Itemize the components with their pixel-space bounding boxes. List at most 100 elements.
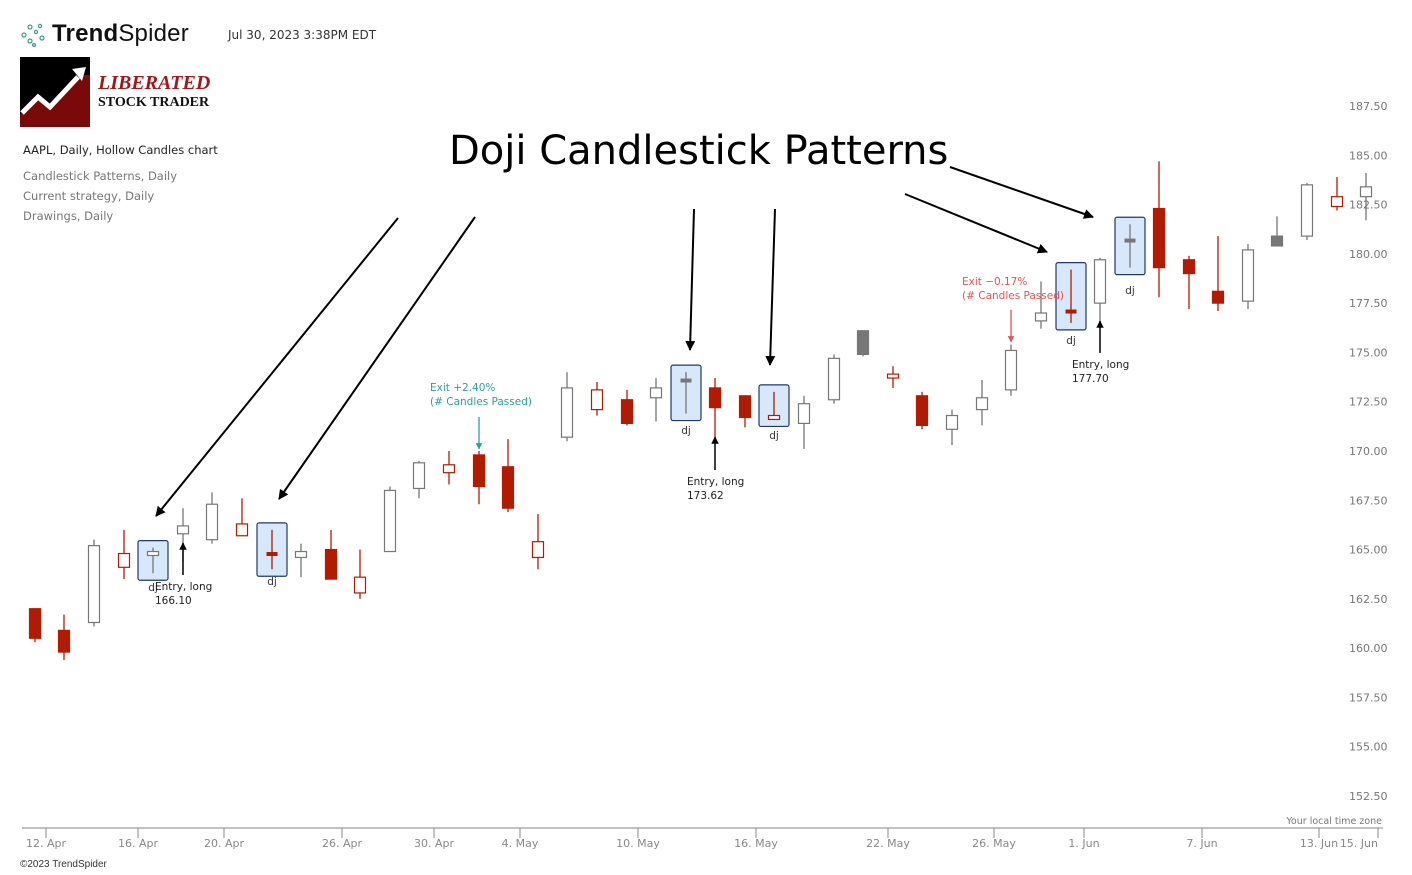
- candle[interactable]: [353, 549, 367, 599]
- brand-name: TrendSpider: [52, 20, 189, 47]
- candle[interactable]: [1211, 236, 1225, 312]
- candle[interactable]: [1330, 176, 1344, 211]
- drawing-arrow-icon[interactable]: [904, 193, 1048, 254]
- x-axis-label: 12. Apr: [26, 837, 66, 850]
- candle[interactable]: [1270, 216, 1284, 247]
- candle[interactable]: [87, 539, 101, 627]
- y-axis-label: 160.00: [1349, 642, 1388, 655]
- candle[interactable]: [205, 492, 219, 544]
- liberated-stock-trader-logo: LIBERATED STOCK TRADER: [20, 57, 210, 127]
- drawing-arrow-icon[interactable]: [155, 217, 399, 517]
- drawing-arrow-icon[interactable]: [765, 208, 776, 366]
- doji-label: dj: [267, 576, 277, 588]
- candle[interactable]: [412, 460, 426, 499]
- candle[interactable]: [797, 395, 811, 450]
- legend-item-patterns[interactable]: Candlestick Patterns, Daily: [23, 169, 178, 183]
- candle[interactable]: [680, 372, 692, 414]
- y-axis-label: 180.00: [1349, 248, 1388, 261]
- logo-chart-icon: [20, 57, 90, 127]
- x-axis-label: 1. Jun: [1068, 837, 1099, 850]
- candle[interactable]: [560, 372, 574, 442]
- candle[interactable]: [975, 380, 989, 426]
- y-axis-label: 162.50: [1349, 593, 1388, 606]
- candle[interactable]: [590, 381, 604, 416]
- candle[interactable]: [472, 450, 486, 505]
- doji-label: dj: [1125, 285, 1135, 297]
- legend-item-drawings[interactable]: Drawings, Daily: [23, 209, 114, 223]
- trendspider-network-icon: [21, 23, 45, 47]
- y-axis-label: 185.00: [1349, 149, 1388, 162]
- x-axis-label: 4. May: [502, 837, 539, 850]
- y-axis-label: 167.50: [1349, 494, 1388, 507]
- candle[interactable]: [649, 378, 663, 422]
- chart-legend: AAPL, Daily, Hollow Candles chart Candle…: [23, 140, 218, 226]
- doji-label: dj: [1066, 335, 1076, 347]
- x-axis-label: 13. Jun: [1300, 837, 1338, 850]
- entry-label: Entry, long: [1072, 359, 1129, 371]
- y-axis-label: 157.50: [1349, 691, 1388, 704]
- drawing-arrow-icon[interactable]: [278, 216, 476, 500]
- timezone-label: Your local time zone: [1286, 816, 1382, 827]
- candle[interactable]: [531, 514, 545, 570]
- entry-label: Entry, long: [155, 581, 212, 593]
- candle[interactable]: [117, 529, 131, 580]
- entry-price: 166.10: [155, 595, 192, 607]
- candle[interactable]: [1152, 161, 1166, 298]
- candle[interactable]: [1300, 182, 1314, 241]
- y-axis-label: 155.00: [1349, 741, 1388, 754]
- candle[interactable]: [1034, 281, 1048, 329]
- candle[interactable]: [146, 547, 160, 574]
- doji-label: dj: [681, 425, 691, 437]
- candle[interactable]: [856, 330, 870, 357]
- exit-label: Exit −0.17%: [962, 276, 1027, 288]
- candle[interactable]: [442, 450, 456, 485]
- candle[interactable]: [1124, 224, 1136, 268]
- drawing-arrow-icon[interactable]: [685, 208, 696, 351]
- candle[interactable]: [28, 608, 42, 643]
- x-axis-label: 26. Apr: [322, 837, 362, 850]
- candle[interactable]: [324, 529, 338, 580]
- exit-note: (# Candles Passed): [430, 396, 532, 408]
- x-axis-label: 16. Apr: [118, 837, 158, 850]
- y-axis-label: 182.50: [1349, 199, 1388, 212]
- chart-timestamp: Jul 30, 2023 3:38PM EDT: [228, 28, 377, 42]
- x-axis-label: 30. Apr: [414, 837, 454, 850]
- candle[interactable]: [1065, 269, 1077, 323]
- legend-item-strategy[interactable]: Current strategy, Daily: [23, 189, 155, 203]
- candle[interactable]: [266, 529, 278, 570]
- candle[interactable]: [1093, 257, 1107, 321]
- copyright: ©2023 TrendSpider: [20, 859, 107, 870]
- candle[interactable]: [1359, 173, 1373, 221]
- x-axis-label: 16. May: [734, 837, 778, 850]
- x-axis-label: 26. May: [972, 837, 1016, 850]
- candle[interactable]: [235, 498, 249, 537]
- drawing-arrow-icon[interactable]: [949, 166, 1094, 219]
- candle[interactable]: [738, 395, 752, 428]
- candle[interactable]: [1004, 344, 1018, 396]
- entry-price: 173.62: [687, 490, 724, 502]
- logo-line2: STOCK TRADER: [98, 95, 210, 110]
- y-axis-label: 170.00: [1349, 445, 1388, 458]
- y-axis-label: 175.00: [1349, 346, 1388, 359]
- candle[interactable]: [1182, 255, 1196, 310]
- candle[interactable]: [1241, 243, 1255, 310]
- trendspider-logo: TrendSpider: [20, 20, 189, 48]
- legend-main[interactable]: AAPL, Daily, Hollow Candles chart: [23, 143, 218, 157]
- x-axis-label: 20. Apr: [204, 837, 244, 850]
- candle[interactable]: [620, 389, 634, 426]
- candle[interactable]: [767, 391, 781, 421]
- chart-annotation-title: Doji Candlestick Patterns: [449, 128, 949, 174]
- exit-note: (# Candles Passed): [962, 290, 1064, 302]
- candle[interactable]: [383, 486, 397, 553]
- candle[interactable]: [708, 378, 722, 440]
- candle[interactable]: [945, 409, 959, 446]
- candle[interactable]: [827, 354, 841, 404]
- candle[interactable]: [57, 614, 71, 660]
- logo-line1: LIBERATED: [98, 72, 211, 94]
- y-axis-label: 187.50: [1349, 100, 1388, 113]
- candle[interactable]: [915, 391, 929, 430]
- candle[interactable]: [501, 439, 515, 513]
- candle[interactable]: [294, 543, 308, 578]
- candle[interactable]: [886, 366, 900, 388]
